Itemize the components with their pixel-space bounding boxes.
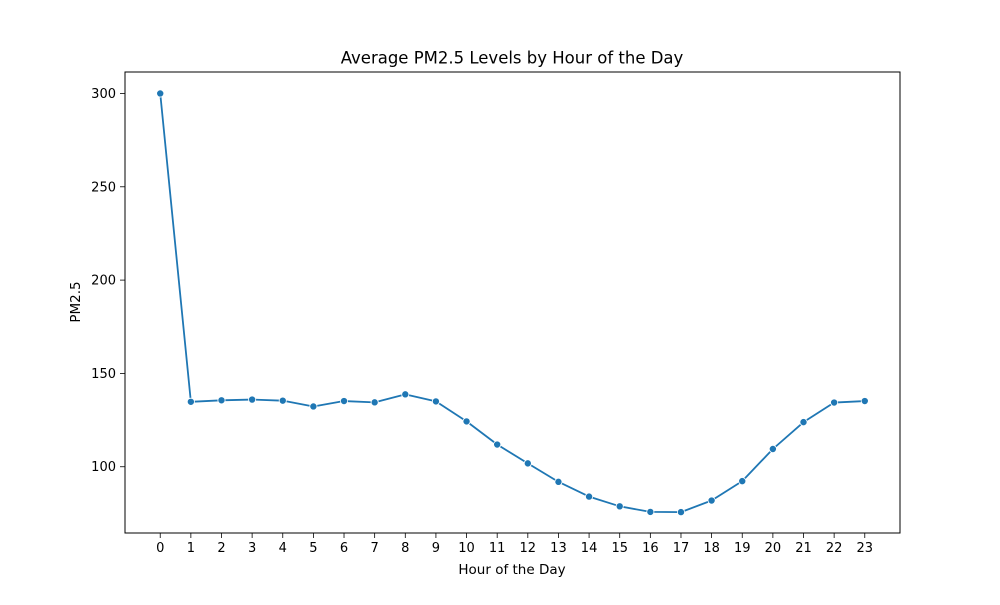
data-point [248,395,257,404]
x-tick-label: 15 [611,541,628,556]
x-tick-label: 2 [217,541,225,556]
x-tick-label: 8 [401,541,409,556]
data-point [217,396,226,405]
x-tick-label: 6 [340,541,348,556]
y-tick-label: 150 [91,367,116,382]
x-tick-label: 10 [458,541,475,556]
chart-title: Average PM2.5 Levels by Hour of the Day [341,49,684,68]
data-point [370,398,379,407]
x-tick-label: 18 [703,541,720,556]
x-tick-label: 9 [432,541,440,556]
plot-area: 0 1 2 3 4 5 6 7 8 9 10 11 12 13 14 15 16 17 18 19 20 21 22 2310… [91,87,873,556]
data-point [799,418,808,427]
x-tick-label: 23 [856,541,873,556]
x-tick-label: 22 [826,541,843,556]
data-point [278,396,287,405]
data-point [156,89,165,98]
x-tick-label: 17 [673,541,690,556]
data-point [615,502,624,511]
data-point [340,397,349,406]
data-point [768,445,777,454]
y-tick-label: 300 [91,87,116,102]
data-point [830,398,839,407]
data-point [676,508,685,517]
data-point [554,477,563,486]
x-tick-label: 12 [520,541,537,556]
x-tick-label: 3 [248,541,256,556]
x-tick-label: 11 [489,541,506,556]
x-tick-label: 20 [765,541,782,556]
x-axis-label: Hour of the Day [458,562,565,578]
data-point [309,402,318,411]
plot-frame [124,71,901,534]
data-point [738,477,747,486]
data-point [707,496,716,505]
x-tick-label: 16 [642,541,659,556]
x-tick-label: 13 [550,541,567,556]
x-tick-label: 0 [156,541,164,556]
data-point [431,397,440,406]
x-tick-label: 19 [734,541,751,556]
x-tick-label: 14 [581,541,598,556]
x-tick-label: 21 [795,541,812,556]
data-point [523,459,532,468]
series-line [159,93,865,513]
x-tick-label: 4 [279,541,287,556]
data-point [401,390,410,399]
x-tick-label: 5 [309,541,317,556]
y-tick-label: 250 [91,180,116,195]
x-tick-label: 1 [187,541,195,556]
x-tick-label: 7 [371,541,379,556]
data-point [646,507,655,516]
data-point [462,417,471,426]
data-point [585,492,594,501]
y-axis-label: PM2.5 [68,281,84,322]
data-point [493,440,502,449]
data-point [860,397,869,406]
y-tick-label: 200 [91,274,116,289]
y-tick-label: 100 [91,460,116,475]
data-point [186,397,195,406]
